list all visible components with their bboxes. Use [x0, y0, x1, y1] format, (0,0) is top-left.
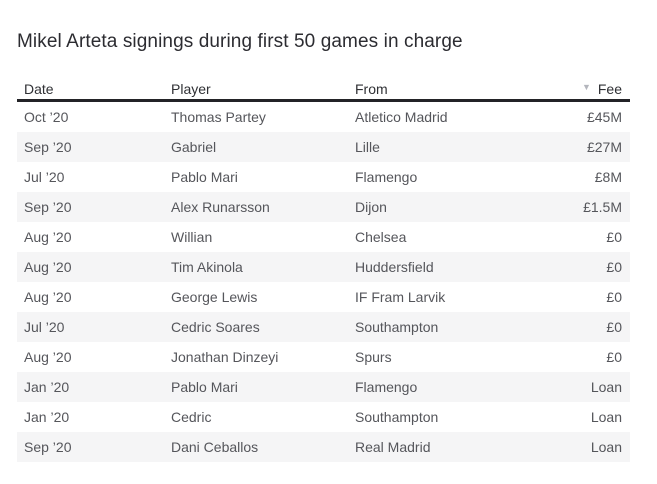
table-header-row: Date Player From ▼ Fee [17, 78, 630, 102]
cell-from: Dijon [355, 199, 387, 215]
cell-from: Flamengo [355, 169, 418, 185]
table-row: Sep ’20 Gabriel Lille £27M [17, 132, 630, 162]
cell-player: Cedric Soares [171, 319, 260, 335]
cell-player: Willian [171, 229, 213, 245]
cell-from: Atletico Madrid [355, 109, 448, 125]
table-row: Jul ’20 Pablo Mari Flamengo £8M [17, 162, 630, 192]
cell-fee: £45M [586, 109, 622, 125]
sort-desc-icon: ▼ [581, 82, 591, 92]
cell-date: Jan ’20 [24, 379, 70, 395]
cell-fee: Loan [590, 379, 622, 395]
cell-from: Huddersfield [355, 259, 434, 275]
table-row: Oct ’20 Thomas Partey Atletico Madrid £4… [17, 102, 630, 132]
table-row: Jan ’20 Pablo Mari Flamengo Loan [17, 372, 630, 402]
cell-date: Sep ’20 [24, 139, 72, 155]
column-header-date[interactable]: Date [24, 80, 54, 97]
cell-fee: £0 [606, 319, 622, 335]
cell-player: Cedric [171, 409, 212, 425]
cell-player: Alex Runarsson [171, 199, 270, 215]
table-row: Aug ’20 George Lewis IF Fram Larvik £0 [17, 282, 630, 312]
cell-date: Aug ’20 [24, 229, 72, 245]
cell-date: Jan ’20 [24, 409, 70, 425]
cell-fee: £0 [606, 259, 622, 275]
page-title: Mikel Arteta signings during first 50 ga… [17, 31, 463, 52]
cell-date: Jul ’20 [24, 319, 65, 335]
cell-from: Flamengo [355, 379, 418, 395]
cell-from: Real Madrid [355, 439, 431, 455]
cell-fee: £1.5M [583, 199, 622, 215]
cell-player: Pablo Mari [171, 169, 238, 185]
table-row: Sep ’20 Dani Ceballos Real Madrid Loan [17, 432, 630, 462]
column-header-fee-label: Fee [597, 80, 622, 97]
cell-player: George Lewis [171, 289, 258, 305]
cell-from: IF Fram Larvik [355, 289, 446, 305]
cell-player: Thomas Partey [171, 109, 266, 125]
table-row: Aug ’20 Willian Chelsea £0 [17, 222, 630, 252]
table-row: Sep ’20 Alex Runarsson Dijon £1.5M [17, 192, 630, 222]
cell-date: Sep ’20 [24, 199, 72, 215]
cell-date: Jul ’20 [24, 169, 65, 185]
cell-from: Chelsea [355, 229, 407, 245]
cell-player: Dani Ceballos [171, 439, 259, 455]
column-header-player[interactable]: Player [171, 80, 211, 97]
column-header-from[interactable]: From [355, 80, 388, 97]
cell-player: Pablo Mari [171, 379, 238, 395]
cell-fee: £0 [606, 349, 622, 365]
cell-fee: £8M [594, 169, 622, 185]
cell-fee: £0 [606, 229, 622, 245]
cell-date: Aug ’20 [24, 259, 72, 275]
cell-fee: £0 [606, 289, 622, 305]
cell-player: Gabriel [171, 139, 217, 155]
cell-player: Tim Akinola [171, 259, 243, 275]
table-row: Aug ’20 Tim Akinola Huddersfield £0 [17, 252, 630, 282]
cell-date: Aug ’20 [24, 349, 72, 365]
cell-fee: Loan [590, 439, 622, 455]
cell-date: Sep ’20 [24, 439, 72, 455]
cell-fee: Loan [590, 409, 622, 425]
table-body: Oct ’20 Thomas Partey Atletico Madrid £4… [17, 102, 630, 462]
cell-from: Lille [355, 139, 380, 155]
table-row: Aug ’20 Jonathan Dinzeyi Spurs £0 [17, 342, 630, 372]
cell-from: Spurs [355, 349, 392, 365]
cell-date: Aug ’20 [24, 289, 72, 305]
cell-from: Southampton [355, 409, 439, 425]
cell-fee: £27M [586, 139, 622, 155]
column-header-fee[interactable]: ▼ Fee [534, 81, 630, 97]
cell-date: Oct ’20 [24, 109, 69, 125]
cell-player: Jonathan Dinzeyi [171, 349, 279, 365]
cell-from: Southampton [355, 319, 439, 335]
table-row: Jul ’20 Cedric Soares Southampton £0 [17, 312, 630, 342]
signings-table: Date Player From ▼ Fee Oct ’20 Thomas Pa… [17, 78, 630, 462]
table-row: Jan ’20 Cedric Southampton Loan [17, 402, 630, 432]
